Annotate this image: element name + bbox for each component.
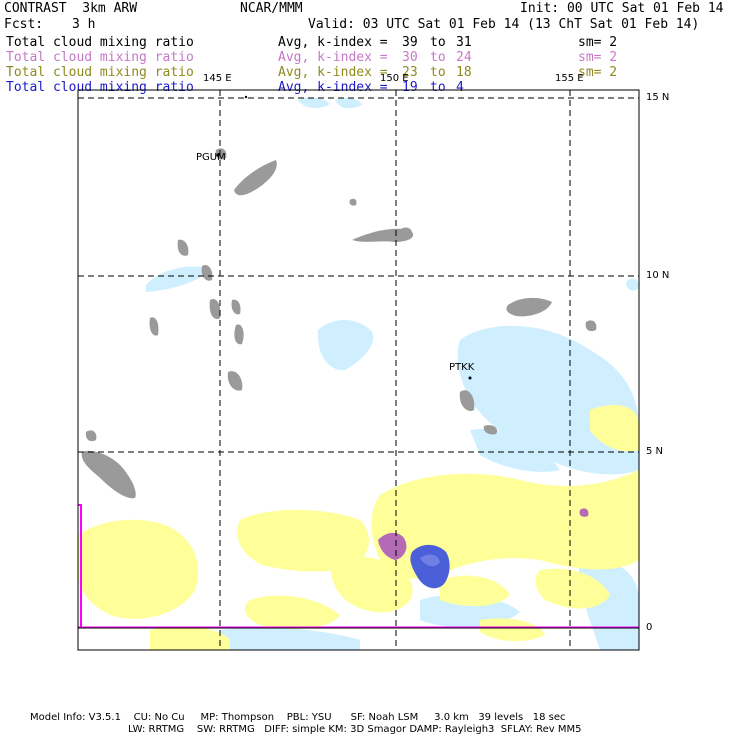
map-plot-area — [78, 97, 639, 650]
legend-k-to: 24 — [456, 50, 472, 65]
legend-avg: Avg, k-index = — [278, 35, 388, 50]
lon-label-145e: 145 E — [203, 73, 232, 84]
forecast-label: Fcst: — [4, 17, 44, 32]
blue-cloud-patch — [410, 544, 450, 589]
init-time: Init: 00 UTC Sat 01 Feb 14 — [520, 1, 724, 16]
legend-k-from: 19 — [402, 80, 418, 95]
model-info-line2: LW: RRTMG SW: RRTMG DIFF: simple KM: 3D … — [128, 724, 582, 735]
legend-sm: sm= 2 — [578, 35, 618, 50]
lat-label-15n: 15 N — [646, 92, 670, 103]
legend-sm: sm= 2 — [578, 65, 618, 80]
legend-field: Total cloud mixing ratio — [6, 50, 194, 65]
legend-to: to — [430, 35, 446, 50]
legend-field: Total cloud mixing ratio — [6, 80, 194, 95]
blue-cloud-core — [420, 554, 440, 567]
pink-cloud-patch — [378, 532, 407, 560]
lat-label-5n: 5 N — [646, 446, 664, 457]
station-label-pgum: PGUM — [196, 152, 226, 163]
legend-k-to: 18 — [456, 65, 472, 80]
legend-avg: Avg, k-index = — [278, 65, 388, 80]
pink-cloud-patch — [579, 508, 589, 517]
lon-label-155e: 155 E — [555, 73, 584, 84]
forecast-hour: 3 h — [72, 17, 96, 32]
organization-title: NCAR/MMM — [240, 1, 303, 16]
model-title: CONTRAST 3km ARW — [4, 1, 138, 16]
legend-k-from: 23 — [402, 65, 418, 80]
lat-label-equator: 0 — [646, 622, 653, 633]
station-label-ptkk: PTKK — [449, 362, 475, 373]
lon-label-150e: 150 E — [380, 73, 409, 84]
legend-field: Total cloud mixing ratio — [6, 35, 194, 50]
lat-label-10n: 10 N — [646, 270, 670, 281]
magenta-side-bar — [78, 504, 82, 627]
model-info-line1: Model Info: V3.5.1 CU: No Cu MP: Thompso… — [30, 712, 566, 723]
map-frame — [77, 89, 640, 651]
legend-to: to — [430, 50, 446, 65]
station-marker — [244, 95, 248, 99]
valid-time: Valid: 03 UTC Sat 01 Feb 14 (13 ChT Sat … — [308, 17, 700, 32]
station-marker-pgum — [216, 153, 220, 157]
legend-field: Total cloud mixing ratio — [6, 65, 194, 80]
legend-k-to: 31 — [456, 35, 472, 50]
legend-k-to: 4 — [456, 80, 464, 95]
legend-k-from: 30 — [402, 50, 418, 65]
legend-avg: Avg, k-index = — [278, 80, 388, 95]
station-marker-ptkk — [468, 376, 472, 380]
lat-lon-grid — [78, 90, 639, 650]
high-cloud-layer — [81, 148, 597, 499]
legend-sm: sm= 2 — [578, 50, 618, 65]
legend-k-from: 39 — [402, 35, 418, 50]
legend-to: to — [430, 80, 446, 95]
legend-to: to — [430, 65, 446, 80]
legend-avg: Avg, k-index = — [278, 50, 388, 65]
